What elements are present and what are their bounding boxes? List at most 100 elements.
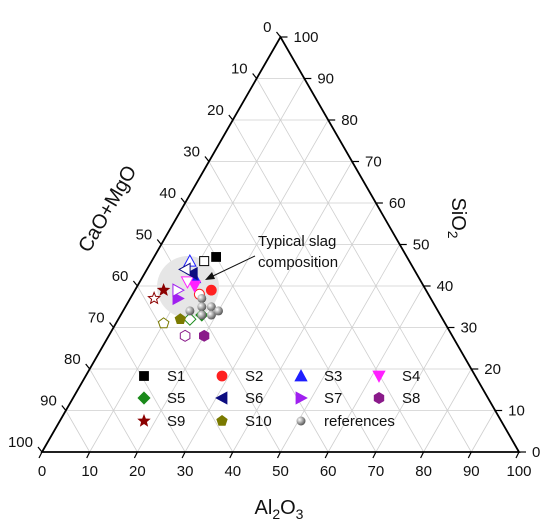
tick-bottom <box>86 451 91 459</box>
tick-bottom <box>133 451 138 459</box>
tick-label-bottom: 80 <box>415 463 432 480</box>
tick-label-left: 60 <box>112 268 129 285</box>
data-point-references <box>197 310 207 320</box>
tick-label-bottom: 60 <box>320 463 337 480</box>
annotation-line-1: Typical slag <box>258 233 336 250</box>
legend-marker-s1 <box>139 371 149 381</box>
legend-marker-s9 <box>137 413 151 427</box>
data-point-s4 <box>187 280 202 293</box>
tick-bottom <box>467 451 472 459</box>
data-point-s10 <box>157 317 170 329</box>
grid-lines <box>65 78 496 453</box>
legend-label-s1: S1 <box>167 368 185 385</box>
tick-label-bottom: 90 <box>463 463 480 480</box>
tick-left <box>85 363 91 370</box>
data-point-s6 <box>178 262 191 277</box>
axis-title-bottom-base: Al <box>255 497 273 519</box>
tick-bottom <box>372 451 377 459</box>
tick-label-bottom: 50 <box>272 463 289 480</box>
tick-label-right: 50 <box>413 237 430 254</box>
legend-marker-s5 <box>137 391 151 405</box>
tick-label-right: 30 <box>460 320 477 337</box>
tick-bottom <box>181 451 186 459</box>
tick-label-right: 60 <box>389 195 406 212</box>
axis-title-bottom: Al2O3 <box>255 497 304 522</box>
axis-title-bottom-sub1: 2 <box>272 506 280 522</box>
data-point-references <box>185 306 195 316</box>
data-point-s1 <box>199 256 210 267</box>
tick-label-bottom: 30 <box>177 463 194 480</box>
axis-title-bottom-sub2: 3 <box>296 506 304 522</box>
legend-label-s10: S10 <box>245 413 272 430</box>
legend-label-s6: S6 <box>245 390 263 407</box>
legend-label-s2: S2 <box>245 368 263 385</box>
tick-bottom <box>229 451 234 459</box>
annotation-arrowhead <box>205 272 215 280</box>
legend-marker-s2 <box>216 370 228 382</box>
tick-label-right: 40 <box>437 278 454 295</box>
annotation-line-2: composition <box>258 254 338 271</box>
legend-label-s4: S4 <box>402 368 420 385</box>
grid-line-cao-mgo <box>208 161 377 453</box>
data-point-references <box>206 302 216 312</box>
tick-marks <box>37 31 526 459</box>
legend-marker-s7 <box>295 391 308 405</box>
grid-line-al2o3 <box>184 161 353 453</box>
tick-label-bottom: 0 <box>38 463 46 480</box>
annotation: Typical slag composition <box>205 233 338 280</box>
tick-label-left: 100 <box>8 434 33 451</box>
annotation-arrow-line <box>212 255 256 277</box>
tick-label-left: 80 <box>64 351 81 368</box>
tick-label-left: 0 <box>263 19 271 36</box>
axis-title-right: SiO2 <box>445 197 469 238</box>
legend-marker-s3 <box>294 369 308 382</box>
data-point-s9 <box>147 291 162 305</box>
grid-line-cao-mgo <box>256 78 472 453</box>
data-point-s9 <box>156 283 171 296</box>
tick-labels: 0 0 0 10 10 10 20 20 20 30 30 30 40 40 40 50 50 50 60 60 60 7… <box>8 19 540 480</box>
tick-label-left: 50 <box>136 227 153 244</box>
tick-label-bottom: 70 <box>368 463 385 480</box>
data-point-s8 <box>198 329 210 342</box>
legend-label-s7: S7 <box>324 390 342 407</box>
grid-line-al2o3 <box>470 410 496 453</box>
tick-left <box>228 114 234 121</box>
tick-label-bottom: 100 <box>506 463 531 480</box>
axis-title-bottom-mid: O <box>280 497 296 519</box>
legend-label-references: references <box>324 413 395 430</box>
grid-line-al2o3 <box>327 285 424 453</box>
tick-label-left: 40 <box>159 185 176 202</box>
tick-label-left: 70 <box>88 310 105 327</box>
tick-label-bottom: 10 <box>81 463 98 480</box>
grid-line-cao-mgo <box>137 285 234 453</box>
legend-label-s5: S5 <box>167 390 185 407</box>
tick-bottom <box>515 451 520 459</box>
legend-marker-s4 <box>372 370 386 383</box>
axis-title-right-base: SiO <box>447 197 469 230</box>
legend-marker-s8 <box>373 392 385 404</box>
tick-label-left: 20 <box>207 102 224 119</box>
tick-label-right: 100 <box>294 29 319 46</box>
grid-line-cao-mgo <box>113 327 186 453</box>
legend-label-s8: S8 <box>402 390 420 407</box>
tick-bottom <box>324 451 329 459</box>
axis-title-right-sub: 2 <box>445 231 461 239</box>
tick-label-right: 0 <box>532 444 540 461</box>
tick-bottom <box>38 451 43 459</box>
tick-label-right: 10 <box>508 403 525 420</box>
data-point-references <box>206 310 216 320</box>
data-point-s1 <box>211 252 222 262</box>
data-point-references <box>197 293 207 303</box>
data-point-s8 <box>179 329 191 342</box>
grid-line-al2o3 <box>375 327 448 453</box>
data-points <box>147 252 223 342</box>
data-point-s2 <box>205 284 217 296</box>
tick-bottom <box>276 451 282 459</box>
tick-label-left: 10 <box>231 61 248 78</box>
tick-left <box>132 280 138 287</box>
data-point-s10 <box>174 313 187 325</box>
data-point-references <box>213 306 223 316</box>
tick-bottom <box>420 451 425 459</box>
axis-title-left: CaO+MgO <box>74 162 141 256</box>
tick-left <box>156 239 162 245</box>
